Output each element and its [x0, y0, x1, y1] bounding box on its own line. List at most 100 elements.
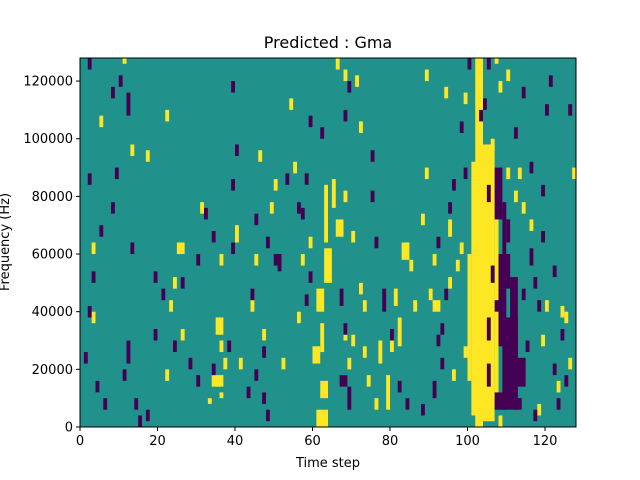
- low-value-cell: [552, 265, 557, 278]
- high-value-cell: [494, 167, 499, 399]
- low-value-cell: [521, 86, 526, 99]
- low-value-cell: [83, 352, 88, 364]
- high-value-cell: [378, 340, 383, 364]
- high-value-cell: [428, 288, 433, 301]
- low-value-cell: [266, 409, 270, 422]
- low-value-cell: [99, 225, 104, 237]
- low-value-cell: [479, 109, 484, 122]
- x-tick-label: 120: [533, 434, 558, 449]
- low-value-cell: [246, 386, 251, 399]
- high-value-cell: [366, 375, 371, 387]
- high-value-cell: [517, 167, 522, 180]
- low-value-cell: [541, 184, 546, 197]
- low-value-cell: [490, 265, 495, 283]
- y-tick-label: 0: [65, 421, 73, 436]
- low-value-cell: [347, 386, 352, 410]
- high-value-cell: [560, 305, 565, 318]
- low-value-cell: [126, 92, 131, 116]
- high-value-cell: [421, 213, 425, 226]
- low-value-cell: [483, 98, 487, 110]
- low-value-cell: [273, 254, 282, 266]
- low-value-cell: [95, 380, 100, 393]
- high-value-cell: [494, 58, 499, 64]
- low-value-cell: [111, 202, 115, 214]
- low-value-cell: [343, 323, 348, 335]
- high-value-cell: [506, 167, 511, 180]
- low-value-cell: [459, 121, 464, 133]
- high-value-cell: [390, 340, 394, 353]
- high-value-cell: [219, 392, 224, 399]
- high-value-cell: [498, 415, 503, 427]
- high-value-cell: [173, 277, 177, 289]
- x-axis-label: Time step: [295, 456, 360, 471]
- high-value-cell: [262, 328, 267, 341]
- low-value-cell: [529, 161, 534, 174]
- low-value-cell: [266, 236, 270, 249]
- low-value-cell: [486, 184, 491, 203]
- low-value-cell: [262, 392, 267, 404]
- high-value-cell: [235, 225, 239, 243]
- high-value-cell: [463, 92, 468, 105]
- high-value-cell: [91, 242, 96, 255]
- low-value-cell: [436, 236, 441, 249]
- low-value-cell: [339, 288, 344, 306]
- y-tick-label: 40000: [32, 305, 73, 320]
- low-value-cell: [506, 219, 511, 243]
- low-value-cell: [405, 398, 410, 410]
- low-value-cell: [529, 248, 534, 266]
- x-axis: 0 20 40 60 80 100 120: [76, 427, 558, 449]
- high-value-cell: [316, 288, 325, 312]
- low-value-cell: [122, 369, 127, 381]
- low-value-cell: [390, 328, 394, 341]
- low-value-cell: [440, 323, 445, 335]
- low-value-cell: [231, 81, 236, 93]
- high-value-cell: [169, 300, 174, 312]
- high-value-cell: [289, 98, 294, 110]
- low-value-cell: [382, 288, 387, 312]
- high-value-cell: [448, 277, 453, 289]
- low-value-cell: [308, 271, 313, 283]
- low-value-cell: [250, 288, 255, 301]
- low-value-cell: [370, 150, 375, 162]
- low-value-cell: [370, 190, 375, 203]
- low-value-cell: [254, 369, 259, 381]
- high-value-cell: [463, 346, 468, 358]
- high-value-cell: [448, 219, 453, 237]
- low-value-cell: [397, 380, 402, 393]
- high-value-cell: [258, 150, 263, 162]
- high-value-cell: [91, 311, 96, 324]
- y-tick-label: 120000: [23, 75, 73, 90]
- low-value-cell: [231, 179, 236, 191]
- low-value-cell: [153, 328, 158, 341]
- high-value-cell: [432, 254, 437, 266]
- high-value-cell: [238, 357, 243, 370]
- low-value-cell: [560, 328, 565, 341]
- high-value-cell: [343, 69, 348, 82]
- low-value-cell: [521, 288, 526, 301]
- low-value-cell: [548, 75, 553, 87]
- low-value-cell: [300, 207, 305, 220]
- low-value-cell: [297, 202, 301, 214]
- low-value-cell: [421, 403, 425, 416]
- high-value-cell: [545, 300, 549, 312]
- low-value-cell: [533, 277, 538, 289]
- y-axis-label: Frequency (Hz): [0, 193, 13, 291]
- low-value-cell: [494, 392, 507, 410]
- low-value-cell: [231, 242, 236, 255]
- high-value-cell: [479, 144, 495, 422]
- high-value-cell: [293, 161, 298, 174]
- high-value-cell: [335, 219, 344, 237]
- high-value-cell: [320, 380, 328, 399]
- low-value-cell: [145, 409, 150, 422]
- low-value-cell: [498, 254, 511, 289]
- low-value-cell: [494, 167, 503, 220]
- high-value-cell: [176, 242, 185, 255]
- low-value-cell: [87, 58, 92, 70]
- high-value-cell: [432, 300, 441, 312]
- high-value-cell: [250, 300, 255, 312]
- low-value-cell: [211, 230, 216, 243]
- low-value-cell: [343, 109, 348, 122]
- x-tick-label: 60: [304, 434, 321, 449]
- low-value-cell: [568, 104, 573, 116]
